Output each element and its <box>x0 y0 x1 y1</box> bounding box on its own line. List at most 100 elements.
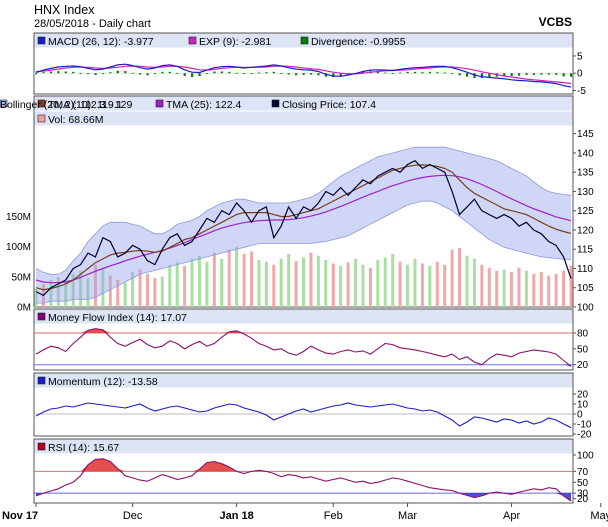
volume-bar <box>398 261 402 307</box>
y-tick-label: 120 <box>577 225 594 236</box>
indicator-panels: MACD (26, 12): -3.977 EXP (9): -2.981 Dive… <box>0 32 594 505</box>
volume-bar <box>480 264 484 307</box>
x-tick-label: May <box>590 510 608 522</box>
divergence-bar <box>146 73 149 76</box>
y-tick-label: 100 <box>577 303 594 314</box>
volume-bar <box>93 264 97 307</box>
divergence-bar <box>42 72 45 74</box>
divergence-bar <box>376 71 380 74</box>
bollinger-lower <box>36 200 572 304</box>
y-tick-label: 125 <box>577 206 594 217</box>
y-tick-label: 20 <box>577 360 589 371</box>
divergence-bar <box>168 71 171 74</box>
divergence-bar <box>428 71 432 74</box>
volume-bar <box>361 264 365 307</box>
legend-entry: Divergence: -0.9955 <box>311 36 406 48</box>
divergence-bar <box>413 71 417 74</box>
legend-swatch <box>0 99 8 108</box>
divergence-bar <box>243 73 246 75</box>
y-tick-label: 0 <box>577 410 583 421</box>
volume-bar <box>49 279 53 307</box>
legend-swatch <box>37 114 46 123</box>
volume-bar <box>257 259 261 307</box>
divergence-bar <box>131 72 134 74</box>
volume-bar <box>443 264 447 307</box>
divergence-bar <box>205 73 209 75</box>
volume-bar <box>153 278 157 307</box>
legend-band <box>34 111 573 126</box>
divergence-bar <box>339 73 342 77</box>
divergence-bar <box>220 71 223 74</box>
volume-tick-label: 100M <box>6 242 31 253</box>
volume-bar <box>435 261 439 307</box>
legend-entry: Vol: 68.66M <box>48 114 103 126</box>
divergence-bar <box>35 73 38 75</box>
closing-price-line <box>35 159 572 297</box>
y-tick-label: 30 <box>577 489 589 500</box>
legend-entry: TMA (25): 122.4 <box>166 99 241 111</box>
legend-swatch <box>37 312 46 321</box>
volume-bar <box>272 264 276 307</box>
volume-bar <box>465 255 469 307</box>
volume-bar <box>339 265 343 307</box>
legend-swatch <box>37 442 46 451</box>
x-axis: Nov 17 Dec Jan 18 Feb Mar Apr May <box>2 503 608 522</box>
mfi-line <box>35 328 572 367</box>
divergence-bar <box>161 71 164 74</box>
y-tick-label: 115 <box>577 245 593 256</box>
y-tick-label: 50 <box>577 344 589 355</box>
divergence-bar <box>94 73 97 75</box>
divergence-bar <box>64 71 67 74</box>
volume-bar <box>287 253 291 307</box>
divergence-bar <box>503 73 506 76</box>
legend-band <box>34 373 573 388</box>
volume-bar <box>309 252 313 307</box>
divergence-bar <box>332 73 335 78</box>
volume-bar <box>294 261 298 307</box>
volume-bar <box>71 273 75 307</box>
divergence-bar <box>480 73 484 79</box>
divergence-bar <box>228 71 231 74</box>
divergence-bar <box>250 73 253 75</box>
y-tick-label: 20 <box>577 494 589 505</box>
volume-bar <box>524 270 528 307</box>
divergence-bar <box>406 71 409 74</box>
volume-bar <box>175 261 179 307</box>
volume-bar <box>354 258 358 307</box>
legend-entry: Closing Price: 107.4 <box>282 99 376 111</box>
volume-bar <box>160 276 164 307</box>
divergence-bar <box>109 72 112 74</box>
y-tick-label: 5 <box>577 51 583 62</box>
divergence-bar <box>451 73 454 75</box>
divergence-bar <box>399 72 402 74</box>
divergence-bar <box>525 73 528 75</box>
volume-bar <box>86 278 90 307</box>
bollinger-band <box>36 147 571 304</box>
divergence-bar <box>295 73 298 76</box>
divergence-bar <box>547 73 550 75</box>
volume-bar <box>376 259 380 307</box>
y-tick-label: 50 <box>577 478 589 489</box>
divergence-bar <box>116 70 119 74</box>
divergence-bar <box>324 73 327 77</box>
divergence-bar <box>257 72 261 74</box>
legend-entry: RSI (14): 15.67 <box>48 442 119 454</box>
volume-bar <box>517 267 521 307</box>
legend-band <box>34 439 573 454</box>
divergence-bar <box>57 71 60 74</box>
volume-bar <box>472 258 476 307</box>
y-tick-label: -10 <box>577 420 592 431</box>
divergence-bar <box>384 72 387 74</box>
legend-entry: MACD (26, 12): -3.977 <box>48 36 154 48</box>
volume-bar <box>510 272 514 307</box>
divergence-bar <box>191 73 194 78</box>
volume-bar <box>168 264 172 307</box>
volume-bar <box>56 276 60 307</box>
divergence-bar <box>458 73 461 76</box>
volume-bar <box>197 255 201 307</box>
volume-bar <box>131 272 135 307</box>
volume-tick-label: 150M <box>6 212 31 223</box>
legend-band <box>34 309 573 324</box>
y-tick-label: 140 <box>577 148 594 159</box>
volume-bar <box>428 265 432 307</box>
